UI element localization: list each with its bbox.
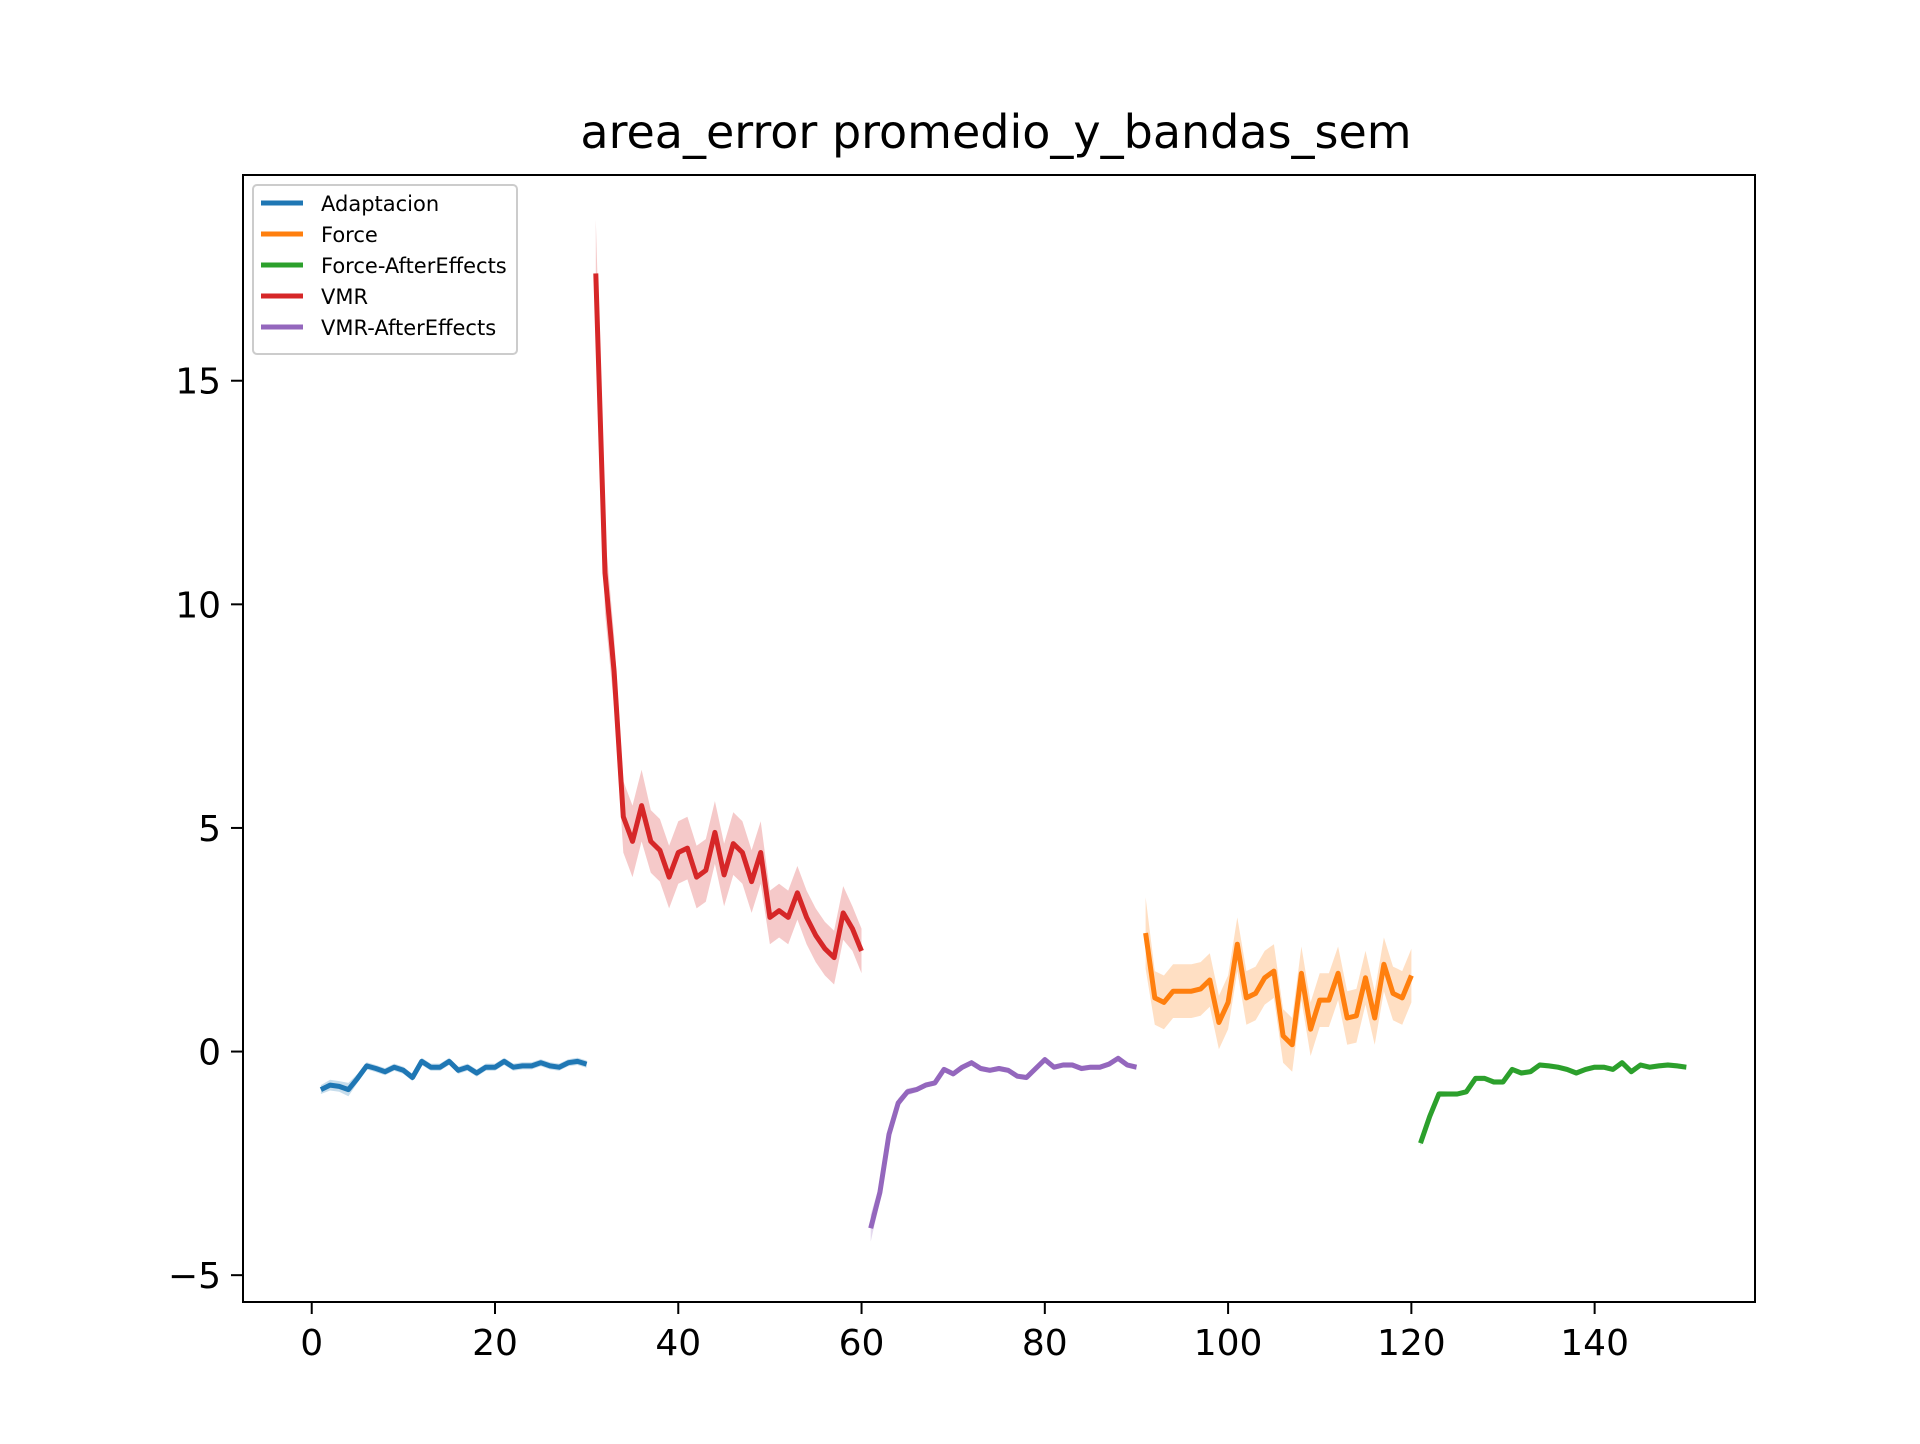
x-tick-label-40: 40 bbox=[655, 1323, 701, 1364]
legend-label-force-aftereffects: Force-AfterEffects bbox=[321, 254, 507, 278]
legend-box bbox=[252, 184, 518, 355]
plot-area bbox=[242, 174, 1756, 1303]
y-tick-label--5: −5 bbox=[168, 1256, 221, 1297]
sem-band-vmr bbox=[595, 219, 862, 985]
x-tick-label-20: 20 bbox=[472, 1323, 518, 1364]
legend-label-force: Force bbox=[321, 223, 378, 247]
axes-frame bbox=[242, 174, 1756, 1303]
legend: Adaptacion Force Force-AfterEffects VMR VMR-… bbox=[252, 184, 518, 355]
y-tick-label-15: 15 bbox=[175, 362, 221, 403]
y-tick-label-0: 0 bbox=[198, 1033, 221, 1074]
legend-label-vmr-aftereffects: VMR-AfterEffects bbox=[321, 316, 496, 340]
y-tick-label-5: 5 bbox=[198, 809, 221, 850]
series-line-vmr bbox=[593, 273, 864, 961]
y-tick-label-10: 10 bbox=[175, 585, 221, 626]
series-line-force-aftereffects bbox=[1418, 1060, 1687, 1145]
x-tick-label-80: 80 bbox=[1022, 1323, 1068, 1364]
x-tick-label-100: 100 bbox=[1194, 1323, 1263, 1364]
sem-band-force bbox=[1145, 897, 1412, 1072]
x-axis: 0 20 40 60 80 100 120 140 bbox=[300, 1302, 1629, 1364]
series-line-vmr-aftereffects bbox=[868, 1055, 1138, 1229]
legend-label-vmr: VMR bbox=[321, 285, 368, 309]
x-tick-label-60: 60 bbox=[839, 1323, 885, 1364]
series-group bbox=[319, 219, 1687, 1242]
legend-label-adaptacion: Adaptacion bbox=[321, 192, 439, 216]
x-tick-label-140: 140 bbox=[1560, 1323, 1629, 1364]
series-line-force bbox=[1143, 932, 1414, 1048]
y-axis: −5 0 5 10 15 bbox=[168, 362, 243, 1297]
chart-title: area_error promedio_y_bandas_sem bbox=[580, 105, 1411, 159]
x-tick-label-120: 120 bbox=[1377, 1323, 1446, 1364]
x-tick-label-0: 0 bbox=[300, 1323, 323, 1364]
series-line-adaptacion bbox=[319, 1058, 588, 1093]
